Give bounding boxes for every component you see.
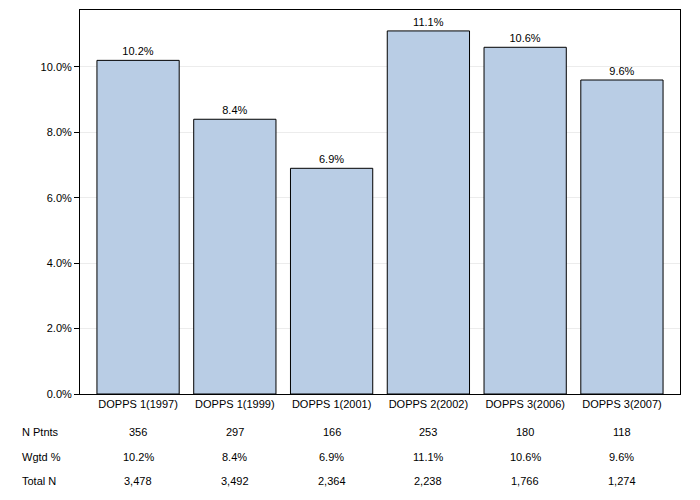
svg-text:253: 253 [419,426,437,438]
svg-text:0.0%: 0.0% [47,388,72,400]
svg-text:10.2%: 10.2% [122,45,153,57]
svg-text:11.1%: 11.1% [413,451,444,463]
svg-text:8.0%: 8.0% [47,126,72,138]
svg-text:3,478: 3,478 [124,475,152,487]
svg-text:3,492: 3,492 [221,475,249,487]
svg-text:2,238: 2,238 [414,475,442,487]
svg-text:4.0%: 4.0% [47,257,72,269]
svg-text:DOPPS 3(2006): DOPPS 3(2006) [485,398,564,410]
svg-text:297: 297 [226,426,244,438]
svg-text:Wgtd %: Wgtd % [22,451,61,463]
svg-text:2,364: 2,364 [318,475,346,487]
svg-text:1,766: 1,766 [511,475,539,487]
svg-text:DOPPS 1(1999): DOPPS 1(1999) [195,398,274,410]
svg-text:166: 166 [323,426,341,438]
svg-text:356: 356 [129,426,147,438]
svg-text:DOPPS 1(1997): DOPPS 1(1997) [98,398,177,410]
svg-text:10.2%: 10.2% [123,451,154,463]
svg-text:118: 118 [613,426,631,438]
svg-text:1,274: 1,274 [608,475,636,487]
svg-text:11.1%: 11.1% [413,16,444,28]
svg-text:8.4%: 8.4% [222,104,247,116]
svg-text:10.6%: 10.6% [510,451,541,463]
svg-text:9.6%: 9.6% [609,65,634,77]
svg-text:10.6%: 10.6% [509,32,540,44]
svg-text:180: 180 [516,426,534,438]
svg-text:N Ptnts: N Ptnts [22,426,59,438]
svg-text:10.0%: 10.0% [41,61,72,73]
svg-text:6.0%: 6.0% [47,192,72,204]
svg-text:DOPPS 2(2002): DOPPS 2(2002) [389,398,468,410]
svg-text:DOPPS 3(2007): DOPPS 3(2007) [582,398,661,410]
svg-text:6.9%: 6.9% [319,451,344,463]
svg-text:9.6%: 9.6% [609,451,634,463]
svg-text:8.4%: 8.4% [222,451,247,463]
svg-text:DOPPS 1(2001): DOPPS 1(2001) [292,398,371,410]
svg-text:Total N: Total N [22,475,56,487]
svg-text:2.0%: 2.0% [47,322,72,334]
svg-text:6.9%: 6.9% [319,153,344,165]
